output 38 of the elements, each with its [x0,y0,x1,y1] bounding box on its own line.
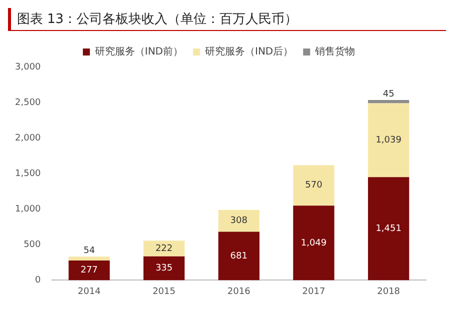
data-label: 1,039 [376,136,402,146]
data-label: 222 [155,244,173,254]
bar [68,260,110,280]
bar [293,165,334,206]
x-tick-label: 2017 [302,286,326,297]
x-tick-label: 2016 [227,286,251,297]
data-label: 570 [305,180,323,191]
data-label: 308 [230,216,248,226]
bar [143,256,185,280]
data-label: 1,049 [300,238,327,248]
y-tick-label: 2,500 [15,98,42,108]
y-tick-label: 0 [35,276,42,286]
x-tick-label: 2014 [78,286,101,297]
data-label: 335 [155,264,173,274]
bar [368,177,410,280]
y-tick-label: 1,500 [15,168,42,179]
x-tick-label: 2015 [152,286,176,297]
chart-title: 图表 13：公司各板块收入（单位：百万人民币） [8,8,446,31]
data-label: 45 [382,89,394,100]
legend-label: 研究服务（IND前） [94,46,184,58]
data-label: 1,451 [376,224,402,234]
bar [368,103,410,178]
y-tick-label: 3,000 [15,62,42,72]
legend-label: 研究服务（IND后） [205,46,294,58]
data-label: 54 [83,246,96,256]
bar [143,240,185,256]
data-label: 277 [80,266,98,276]
bar [218,210,260,232]
x-tick-label: 2018 [377,286,400,297]
y-tick-label: 500 [24,240,42,250]
y-tick-label: 2,000 [15,133,42,144]
y-tick-label: 1,000 [15,204,42,214]
bar [68,256,110,261]
data-label: 681 [230,251,248,262]
bar [368,100,410,104]
bar [218,232,260,280]
legend-label: 销售货物 [314,46,356,58]
bar [293,206,334,280]
